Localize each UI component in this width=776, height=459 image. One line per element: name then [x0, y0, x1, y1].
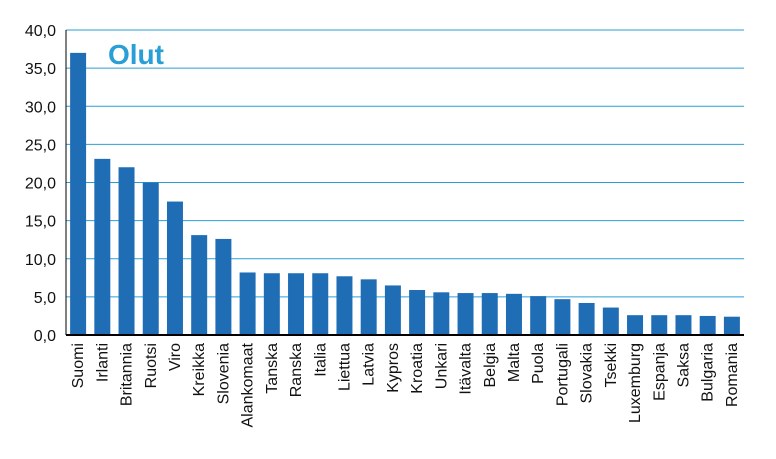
x-tick-label: Itävalta [458, 343, 475, 395]
x-tick-label: Romania [724, 343, 741, 407]
bar-italia [312, 273, 329, 335]
bar-espanja [651, 315, 668, 335]
y-axis-ticks: 0,0 5,0 10,0 15,0 20,0 25,0 30,0 35,0 40,0 [25, 23, 56, 345]
x-tick-label: Bulgaria [700, 343, 717, 402]
bar-ruotsi [142, 182, 159, 335]
bar-saksa [675, 315, 692, 335]
bar-puola [530, 296, 547, 335]
bars [70, 52, 740, 335]
x-tick-label: Ranska [288, 343, 305, 397]
y-tick-label: 20,0 [25, 176, 56, 193]
bar-portugali [554, 299, 571, 335]
bar-ranska [288, 273, 305, 335]
y-tick-label: 35,0 [25, 61, 56, 78]
bar-romania [723, 316, 740, 335]
x-tick-label: Kroatia [409, 343, 426, 394]
x-tick-label: Malta [506, 343, 523, 382]
x-tick-label: Saksa [675, 343, 692, 388]
x-tick-label: Britannia [119, 343, 136, 406]
y-tick-label: 15,0 [25, 214, 56, 231]
y-tick-label: 40,0 [25, 23, 56, 40]
bar-unkari [433, 292, 450, 335]
bar-slovenia [215, 238, 232, 335]
x-tick-label: Latvia [361, 343, 378, 386]
x-tick-label: Liettua [336, 343, 353, 391]
bar-slovakia [578, 302, 595, 335]
x-tick-label: Espanja [651, 343, 668, 401]
x-axis-ticks: Suomi Irlanti Britannia Ruotsi Viro Kreikka Sl… [70, 342, 741, 427]
x-tick-label: Alankomaat [240, 342, 257, 427]
x-tick-label: Irlanti [94, 343, 111, 382]
bar-bulgaria [699, 315, 716, 335]
x-tick-label: Kypros [385, 343, 402, 393]
bar-britannia [118, 167, 135, 335]
x-tick-label: Slovakia [579, 343, 596, 404]
x-tick-label: Belgia [482, 343, 499, 388]
chart-title: Olut [108, 39, 164, 70]
bar-luxemburg [627, 315, 644, 335]
x-tick-label: Slovenia [215, 343, 232, 404]
y-tick-label: 10,0 [25, 252, 56, 269]
bar-belgia [481, 293, 498, 335]
bar-irlanti [94, 158, 111, 335]
x-tick-label: Viro [167, 343, 184, 371]
y-tick-label: 30,0 [25, 99, 56, 116]
x-tick-label: Portugali [554, 343, 571, 406]
bar-alankomaat [239, 272, 256, 335]
x-tick-label: Tsekki [603, 343, 620, 387]
x-tick-label: Luxemburg [627, 343, 644, 423]
x-tick-label: Tanska [264, 343, 281, 394]
x-tick-label: Suomi [70, 343, 87, 388]
x-tick-label: Unkari [433, 343, 450, 389]
bar-tanska [263, 273, 280, 335]
bar-tsekki [602, 307, 619, 335]
bar-malta [505, 293, 522, 335]
y-tick-label: 0,0 [34, 328, 56, 345]
bar-kroatia [409, 290, 426, 335]
x-tick-label: Ruotsi [143, 343, 160, 388]
bar-viro [166, 201, 183, 335]
bar-latvia [360, 279, 377, 335]
bar-itävalta [457, 293, 474, 335]
bar-kypros [384, 285, 401, 335]
x-tick-label: Italia [312, 343, 329, 377]
bar-liettua [336, 276, 353, 335]
bar-suomi [70, 52, 87, 335]
x-tick-label: Puola [530, 343, 547, 384]
y-tick-label: 5,0 [34, 290, 56, 307]
y-tick-label: 25,0 [25, 137, 56, 154]
x-tick-label: Kreikka [191, 343, 208, 396]
bar-kreikka [191, 235, 208, 335]
